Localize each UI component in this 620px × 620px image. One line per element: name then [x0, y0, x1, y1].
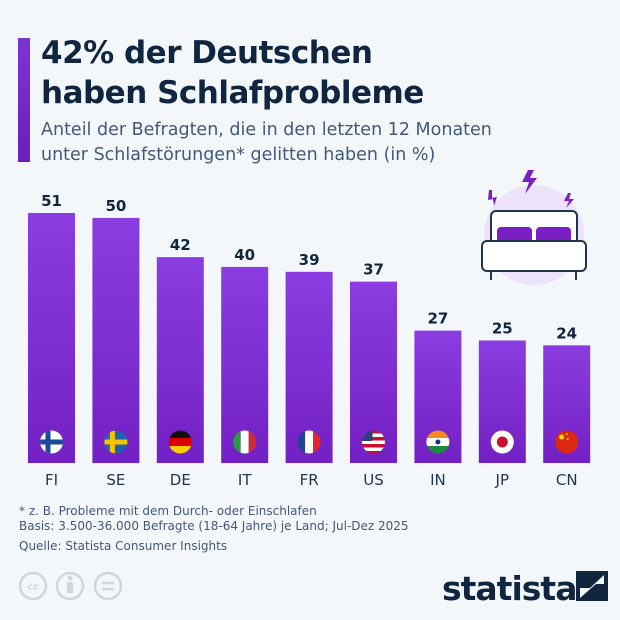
flag-US-icon [362, 430, 385, 454]
title-accent-bar [18, 38, 30, 162]
tick-label-JP: JP [495, 471, 509, 489]
flag-CN-icon [555, 430, 579, 454]
tick-label-US: US [363, 471, 384, 489]
flag-FI-icon [40, 430, 63, 454]
bar-IT [221, 266, 269, 463]
tick-label-CN: CN [556, 471, 578, 489]
footnote: * z. B. Probleme mit dem Durch- oder Ein… [19, 504, 317, 518]
data-label-IT: 40 [234, 246, 255, 264]
data-label-JP: 25 [492, 319, 513, 337]
subtitle-line-1: Anteil der Befragten, die in den letzten… [41, 120, 492, 140]
tick-label-IT: IT [238, 471, 252, 489]
tick-label-FR: FR [300, 471, 319, 489]
bar-FI [28, 213, 75, 463]
tick-label-DE: DE [170, 471, 191, 489]
basis-note: Basis: 3.500-36.000 Befragte (18-64 Jahr… [19, 519, 409, 533]
tick-label-IN: IN [430, 471, 446, 489]
flag-IN-icon [426, 430, 450, 454]
data-label-US: 37 [363, 261, 384, 279]
data-label-FI: 51 [41, 192, 62, 210]
flag-FR-icon [297, 430, 321, 454]
title-line-2: haben Schlafprobleme [41, 75, 424, 111]
bar-SE [92, 217, 140, 463]
statista-logo[interactable]: statista [442, 569, 577, 608]
bed-icon [481, 185, 587, 285]
data-label-SE: 50 [105, 197, 126, 215]
data-label-FR: 39 [299, 251, 320, 269]
page-title: 42% der Deutschen haben Schlafprobleme [41, 33, 424, 113]
lightning-icon [488, 170, 574, 208]
subtitle-line-2: unter Schlafstörungen* gelitten haben (i… [41, 145, 436, 165]
title-line-1: 42% der Deutschen [41, 35, 373, 71]
flag-IT-icon [233, 430, 257, 454]
subtitle: Anteil der Befragten, die in den letzten… [41, 118, 492, 168]
flag-DE-icon [168, 430, 192, 454]
flag-SE-icon [104, 430, 128, 454]
data-label-DE: 42 [170, 236, 191, 254]
tick-label-SE: SE [106, 471, 125, 489]
data-label-IN: 27 [427, 310, 448, 328]
data-label-CN: 24 [556, 324, 577, 342]
flag-JP-icon [490, 430, 514, 454]
source-note: Quelle: Statista Consumer Insights [19, 539, 228, 553]
bar-DE [156, 257, 204, 463]
tick-label-FI: FI [45, 471, 58, 489]
